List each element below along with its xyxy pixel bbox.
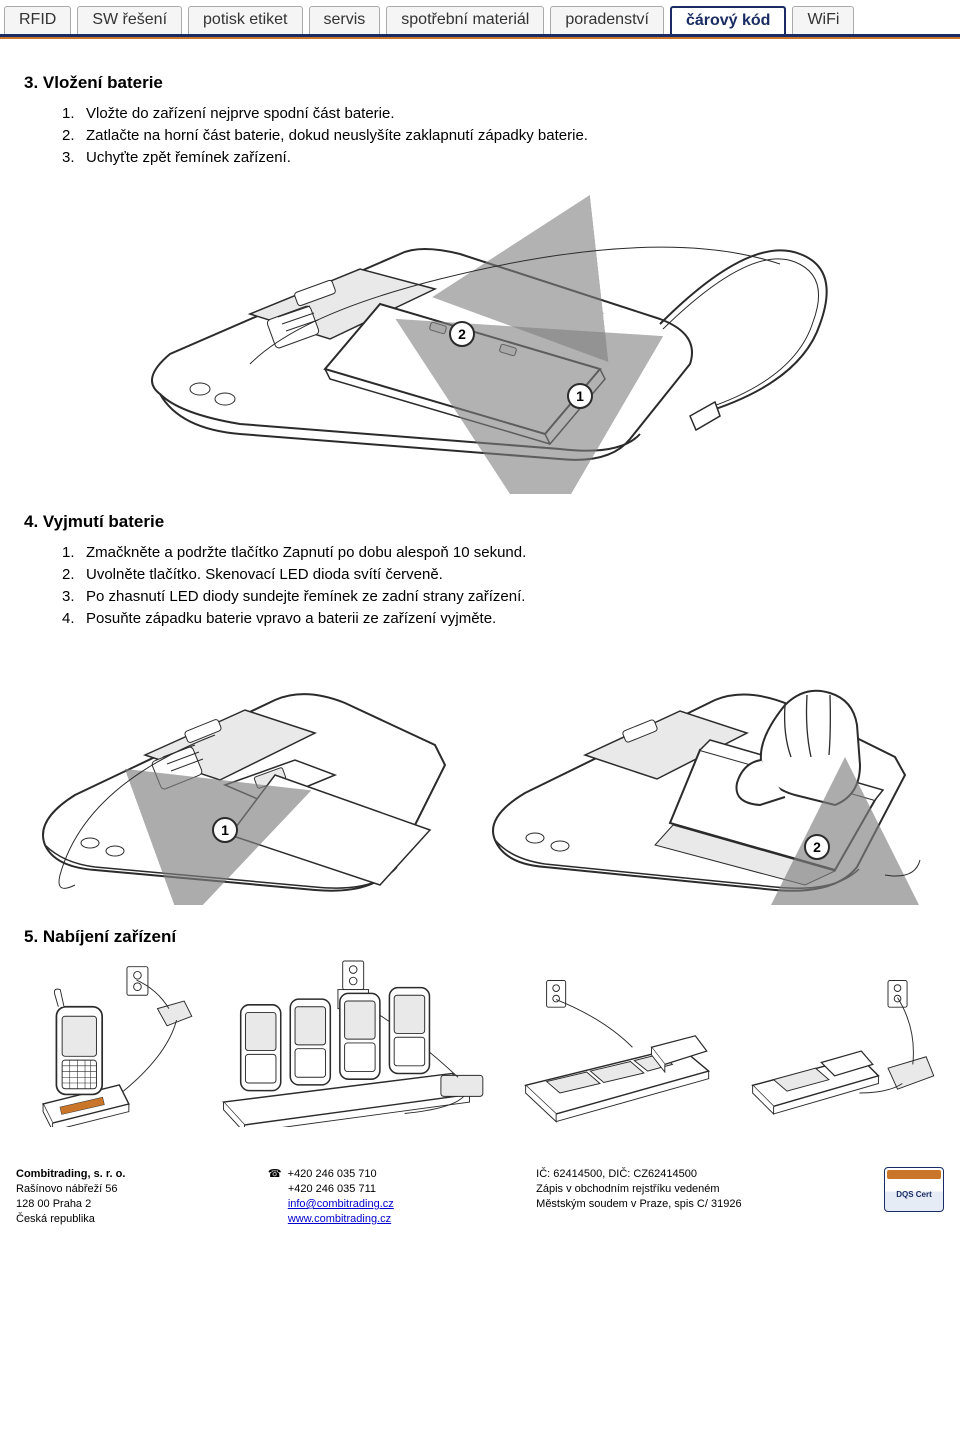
list-num: 3.	[62, 586, 80, 608]
footer-line: Městským soudem v Praze, spis C/ 31926	[536, 1197, 741, 1212]
tab-carovy-kod[interactable]: čárový kód	[670, 6, 786, 34]
footer-web-link[interactable]: www.combitrading.cz	[288, 1213, 391, 1225]
figure-remove-battery: 1 2	[24, 645, 936, 905]
list-num: 2.	[62, 564, 80, 586]
cert-badge-icon: DQS Cert	[884, 1167, 944, 1212]
page-footer: Combitrading, s. r. o. Rašínovo nábřeží …	[0, 1159, 960, 1226]
svg-text:2: 2	[813, 839, 821, 855]
footer-line: Rašínovo nábřeží 56	[16, 1182, 125, 1197]
tab-sw-reseni[interactable]: SW řešení	[77, 6, 182, 34]
list-num: 1.	[62, 103, 80, 125]
list-item: 1. Vložte do zařízení nejprve spodní část…	[62, 103, 936, 125]
badge-text: DQS Cert	[896, 1190, 932, 1199]
svg-text:1: 1	[221, 822, 229, 838]
list-num: 4.	[62, 608, 80, 630]
footer-phone2: +420 246 035 711	[268, 1182, 394, 1197]
list-text: Zatlačte na horní část baterie, dokud ne…	[86, 125, 588, 147]
section3-list: 1. Vložte do zařízení nejprve spodní část…	[62, 103, 936, 168]
list-num: 3.	[62, 147, 80, 169]
tab-spotrebni-material[interactable]: spotřební materiál	[386, 6, 544, 34]
list-item: 2. Uvolněte tlačítko. Skenovací LED dioda…	[62, 564, 936, 586]
tab-bar: RFID SW řešení potisk etiket servis spot…	[0, 0, 960, 34]
callout-2: 2	[458, 326, 466, 342]
figure-charging	[24, 957, 936, 1127]
section3-heading: 3. Vložení baterie	[24, 73, 936, 93]
list-num: 2.	[62, 125, 80, 147]
list-item: 3. Uchyťte zpět řemínek zařízení.	[62, 147, 936, 169]
footer-company: Combitrading, s. r. o.	[16, 1168, 125, 1180]
figure-insert-battery: 1 2	[24, 184, 936, 494]
list-text: Uvolněte tlačítko. Skenovací LED dioda s…	[86, 564, 443, 586]
tab-wifi[interactable]: WiFi	[792, 6, 854, 34]
list-text: Uchyťte zpět řemínek zařízení.	[86, 147, 291, 169]
list-item: 2. Zatlačte na horní část baterie, dokud …	[62, 125, 936, 147]
list-text: Posuňte západku baterie vpravo a baterii…	[86, 608, 496, 630]
list-item: 4. Posuňte západku baterie vpravo a bater…	[62, 608, 936, 630]
section4-heading: 4. Vyjmutí baterie	[24, 512, 936, 532]
list-text: Vložte do zařízení nejprve spodní část b…	[86, 103, 395, 125]
footer-line: 128 00 Praha 2	[16, 1197, 125, 1212]
list-item: 1. Zmačkněte a podržte tlačítko Zapnutí p…	[62, 542, 936, 564]
footer-line: Česká republika	[16, 1212, 125, 1227]
tab-potisk-etiket[interactable]: potisk etiket	[188, 6, 302, 34]
footer-col-legal: IČ: 62414500, DIČ: CZ62414500 Zápis v ob…	[536, 1167, 741, 1212]
phone-icon: ☎	[268, 1168, 282, 1180]
footer-line: IČ: 62414500, DIČ: CZ62414500	[536, 1167, 741, 1182]
footer-col-address: Combitrading, s. r. o. Rašínovo nábřeží …	[16, 1167, 125, 1226]
list-text: Zmačkněte a podržte tlačítko Zapnutí po …	[86, 542, 526, 564]
list-num: 1.	[62, 542, 80, 564]
section4-list: 1. Zmačkněte a podržte tlačítko Zapnutí p…	[62, 542, 936, 629]
footer-phone1: +420 246 035 710	[288, 1168, 377, 1180]
list-item: 3. Po zhasnutí LED diody sundejte řemínek…	[62, 586, 936, 608]
list-text: Po zhasnutí LED diody sundejte řemínek z…	[86, 586, 525, 608]
callout-1: 1	[576, 388, 584, 404]
footer-line: Zápis v obchodním rejstříku vedeném	[536, 1182, 741, 1197]
page-content: 3. Vložení baterie 1. Vložte do zařízení …	[0, 39, 960, 1159]
tab-poradenstvi[interactable]: poradenství	[550, 6, 664, 34]
section5-heading: 5. Nabíjení zařízení	[24, 927, 936, 947]
tab-servis[interactable]: servis	[309, 6, 381, 34]
tab-rfid[interactable]: RFID	[4, 6, 71, 34]
footer-col-contact: ☎ +420 246 035 710 +420 246 035 711 info…	[268, 1167, 394, 1226]
footer-email-link[interactable]: info@combitrading.cz	[288, 1198, 394, 1210]
